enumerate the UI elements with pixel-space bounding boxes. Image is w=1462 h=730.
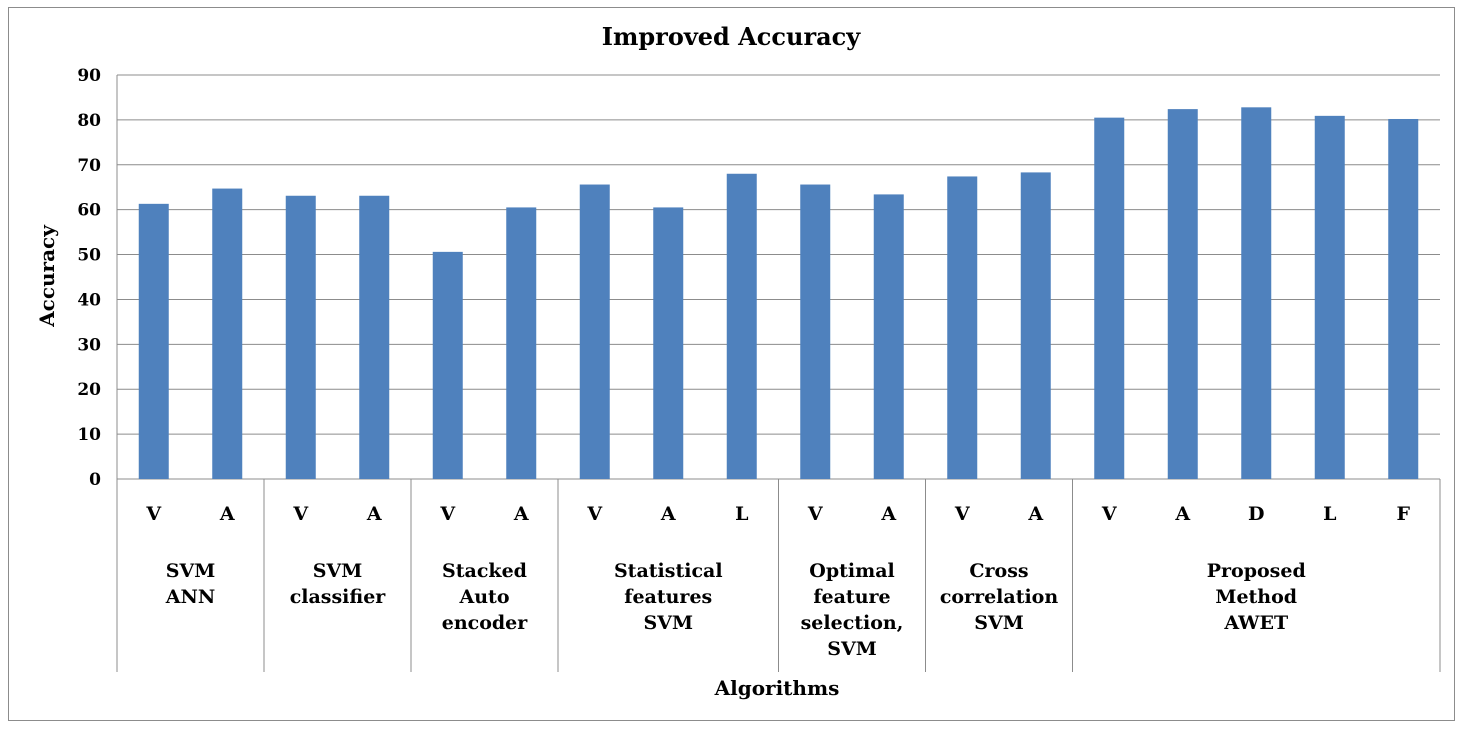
x-category-label: V (807, 503, 824, 525)
x-group-label: classifier (290, 586, 387, 608)
y-tick-label: 30 (77, 335, 101, 355)
x-group-label: SVM (166, 560, 216, 582)
x-category-label: V (439, 503, 456, 525)
bars (138, 107, 1419, 480)
bar (138, 203, 169, 479)
bar (1167, 109, 1198, 480)
x-category-label: V (145, 503, 162, 525)
x-group-label: feature (813, 586, 890, 608)
y-tick-label: 10 (77, 425, 101, 445)
x-group-label: Method (1215, 586, 1297, 608)
bar (800, 184, 831, 480)
x-category-label: A (513, 503, 529, 525)
x-category-label: V (292, 503, 309, 525)
x-group-label: Auto (458, 586, 509, 608)
bar (506, 207, 537, 479)
bar (1388, 118, 1419, 479)
x-category-label: A (880, 503, 896, 525)
x-category-label: L (735, 503, 748, 525)
x-group-label: Optimal (809, 560, 894, 582)
bar (1020, 172, 1051, 480)
x-category-label: V (586, 503, 603, 525)
y-tick-label: 60 (77, 201, 101, 221)
bar (873, 194, 904, 479)
y-axis-title: Accuracy (35, 224, 59, 328)
bar (1241, 107, 1272, 479)
x-group-label: Stacked (442, 560, 527, 582)
x-group-label: features (624, 586, 712, 608)
x-group-label: Proposed (1207, 560, 1306, 582)
bar (432, 251, 463, 479)
y-tick-label: 0 (89, 470, 101, 490)
bar (285, 195, 316, 480)
bar (947, 176, 978, 479)
x-axis: V A SVM ANN V A SVM classifier V A Stacked Auto enco… (116, 479, 1441, 672)
x-category-label: A (660, 503, 676, 525)
x-category-label: V (1101, 503, 1118, 525)
grid-lines (116, 74, 1440, 480)
bar (212, 188, 243, 479)
x-category-label: A (1174, 503, 1190, 525)
y-tick-label: 20 (77, 380, 101, 400)
x-category-label: D (1248, 503, 1264, 525)
bar (359, 195, 390, 480)
y-axis-ticks: 0 10 20 30 40 50 60 70 80 90 (77, 66, 101, 490)
x-group-label: SVM (313, 560, 363, 582)
x-group-label: SVM (827, 638, 877, 660)
bar (653, 207, 684, 479)
x-group-label: SVM (644, 612, 694, 634)
x-group-label: correlation (940, 586, 1059, 608)
x-category-label: V (954, 503, 971, 525)
x-group-label: ANN (165, 586, 215, 608)
y-tick-label: 80 (77, 111, 101, 131)
x-category-label: A (366, 503, 382, 525)
x-group-label: Cross (969, 560, 1028, 582)
x-category-label: L (1323, 503, 1336, 525)
x-category-label: A (219, 503, 235, 525)
bar (579, 184, 610, 480)
y-tick-label: 40 (77, 290, 101, 310)
x-group-label: SVM (974, 612, 1024, 634)
x-axis-title: Algorithms (714, 676, 840, 700)
y-tick-label: 50 (77, 246, 101, 266)
bar (726, 173, 757, 479)
bar (1314, 115, 1345, 480)
bar (1094, 117, 1125, 480)
x-group-label: encoder (442, 612, 529, 634)
chart-title: Improved Accuracy (602, 22, 862, 51)
x-category-label: F (1397, 503, 1411, 525)
y-tick-label: 70 (77, 156, 101, 176)
y-tick-label: 90 (77, 66, 101, 86)
x-group-label: Statistical (614, 560, 723, 582)
x-group-label: selection, (801, 612, 904, 634)
x-group-label: AWET (1223, 612, 1288, 634)
x-category-label: A (1027, 503, 1043, 525)
